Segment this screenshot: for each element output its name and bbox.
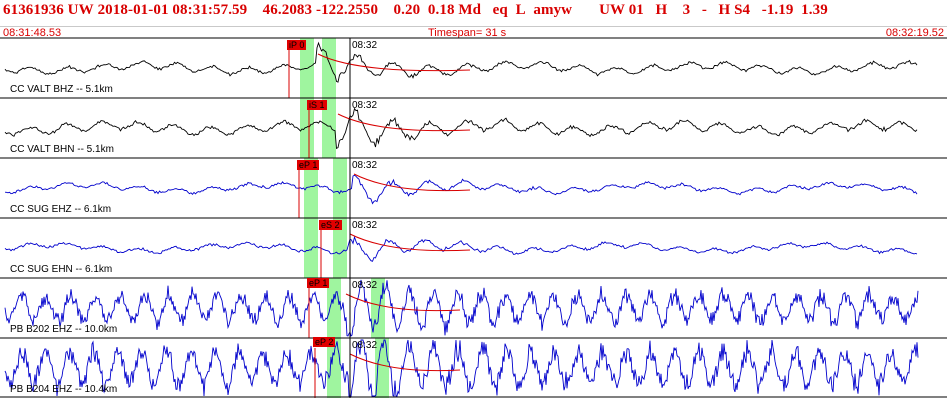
event-network: UW — [67, 2, 94, 18]
trace-name-label: PB B204 EHZ -- 10.4km — [10, 384, 118, 395]
trace-name-label: PB B202 EHZ -- 10.0km — [10, 324, 118, 335]
coda-fit-line — [353, 173, 471, 192]
dash-flag: - — [701, 2, 707, 18]
phase-pick-label[interactable]: eP 1 — [307, 278, 330, 288]
analysis-window — [322, 98, 336, 158]
waveform-trace — [4, 339, 919, 397]
event-magnitude: 0.18 Md — [427, 2, 482, 18]
time-tick-label: 08:32 — [352, 160, 378, 171]
coda-fit-line — [349, 353, 461, 372]
time-tick-label: 08:32 — [352, 40, 378, 51]
coda-fit-line — [317, 53, 471, 72]
phase-pick-label[interactable]: iP 0 — [287, 40, 307, 50]
trace-name-label: CC VALT BHN -- 5.1km — [10, 144, 114, 155]
coda-fit-line — [349, 233, 471, 252]
analysis-window — [375, 338, 389, 398]
time-tick-label: 08:32 — [352, 340, 378, 351]
analysis-window — [333, 218, 347, 278]
event-header: 61361936 UW 2018-01-01 08:31:57.59 46.20… — [0, 0, 947, 27]
phase-pick-label[interactable]: eP 1 — [297, 160, 320, 170]
timespan-label: Timespan= 31 s — [428, 27, 507, 39]
coda-fit-line — [337, 113, 471, 132]
event-lat: 46.2083 — [262, 2, 313, 18]
trace-name-label: CC VALT BHZ -- 5.1km — [10, 84, 113, 95]
waveform-trace — [4, 41, 918, 83]
analyst: amyw — [533, 2, 573, 18]
analysis-window — [327, 338, 341, 398]
time-tick-label: 08:32 — [352, 100, 378, 111]
trace-name-label: CC SUG EHN -- 6.1km — [10, 264, 113, 275]
time-tick-label: 08:32 — [352, 220, 378, 231]
phase-pick-label[interactable]: eS 2 — [319, 220, 342, 230]
hs-flag: H S4 — [718, 2, 751, 18]
event-type: eq — [492, 2, 508, 18]
analysis-window — [333, 158, 347, 218]
phase-pick-label[interactable]: iS 1 — [307, 100, 327, 110]
phase-pick-label[interactable]: eP 2 — [313, 337, 336, 347]
start-time: 08:31:48.53 — [3, 27, 62, 39]
value-2: 1.39 — [801, 2, 828, 18]
value-1: -1.19 — [761, 2, 794, 18]
event-datetime: 2018-01-01 08:31:57.59 — [97, 2, 248, 18]
location-flag: L — [515, 2, 526, 18]
event-summary-line: 61361936 UW 2018-01-01 08:31:57.59 46.20… — [3, 2, 828, 19]
trace-name-label: CC SUG EHZ -- 6.1km — [10, 204, 112, 215]
analysis-window — [322, 38, 336, 98]
waveform-trace — [4, 174, 918, 205]
event-depth: 0.20 — [393, 2, 421, 18]
waveform-trace — [4, 279, 919, 337]
waveform-trace — [4, 107, 918, 150]
event-id: 61361936 — [3, 2, 64, 18]
time-tick-label: 08:32 — [352, 280, 378, 291]
coda-fit-line — [345, 293, 461, 312]
quality-flag: H — [655, 2, 668, 18]
end-time: 08:32:19.52 — [885, 27, 944, 39]
analysis-window — [304, 218, 318, 278]
event-lon: -122.2550 — [315, 2, 379, 18]
agency-code: UW 01 — [599, 2, 644, 18]
phase-count: 3 — [682, 2, 691, 18]
waveform-trace — [4, 235, 918, 262]
analysis-window — [304, 158, 318, 218]
analysis-window — [300, 98, 314, 158]
